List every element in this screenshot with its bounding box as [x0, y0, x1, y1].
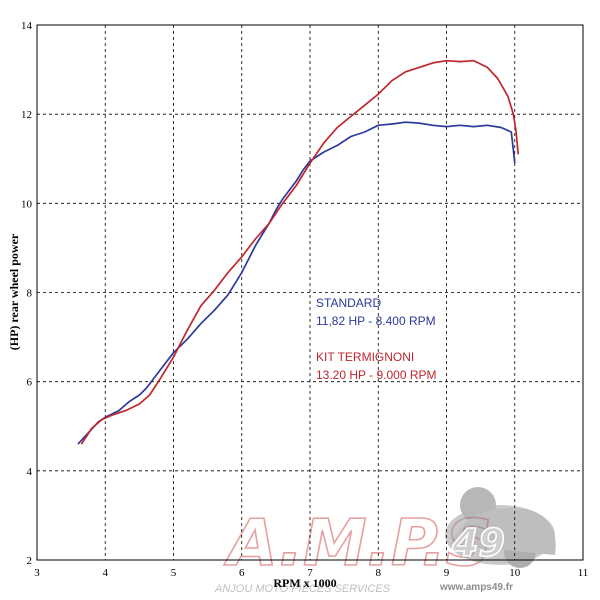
x-tick-label: 9	[444, 567, 450, 579]
x-tick-label: 4	[103, 567, 109, 579]
watermark-logo-number: 49	[451, 521, 505, 565]
x-tick-label: 10	[509, 567, 521, 579]
grid	[37, 25, 583, 560]
annotation-standard-value: 11,82 HP - 8.400 RPM	[316, 314, 436, 328]
plot-frame	[36, 24, 584, 561]
x-tick-label: 11	[578, 567, 589, 579]
annotation-standard-name: STANDARD	[316, 296, 381, 310]
watermark-tagline: ANJOU MOTO PIECES SERVICES	[214, 583, 391, 595]
x-tick-label: 6	[239, 567, 245, 579]
watermark: A.M.P.S 49 ANJOU MOTO PIECES SERVICES ww…	[214, 487, 556, 595]
x-axis-label: RPM x 1000	[273, 576, 336, 590]
motorcycle-rider-icon	[445, 487, 556, 568]
watermark-url: www.amps49.fr	[439, 582, 513, 593]
series-line-termignoni	[80, 59, 520, 445]
y-tick-label: 2	[27, 555, 33, 567]
series-layer	[77, 59, 520, 445]
y-tick-label: 4	[27, 466, 33, 478]
series-line-standard	[77, 121, 516, 445]
x-tick-label: 5	[171, 567, 177, 579]
annotation-termignoni-value: 13.20 HP - 9.000 RPM	[316, 368, 437, 382]
y-tick-label: 12	[21, 109, 32, 121]
y-tick-label: 6	[27, 377, 33, 389]
axis-ticks: 3 4 5 6 7 8 9 10 11 2 4 6 8 10 12 14	[21, 20, 588, 579]
x-tick-label: 8	[376, 567, 382, 579]
y-tick-label: 8	[27, 288, 33, 300]
y-tick-label: 14	[21, 20, 33, 32]
x-tick-label: 3	[34, 567, 40, 579]
y-axis-label: (HP) rear wheel power	[7, 233, 21, 350]
annotation-termignoni-name: KIT TERMIGNONI	[316, 350, 414, 364]
y-tick-label: 10	[21, 198, 33, 210]
x-tick-label: 7	[307, 567, 313, 579]
annotation-box: STANDARD 11,82 HP - 8.400 RPM KIT TERMIG…	[316, 296, 437, 382]
